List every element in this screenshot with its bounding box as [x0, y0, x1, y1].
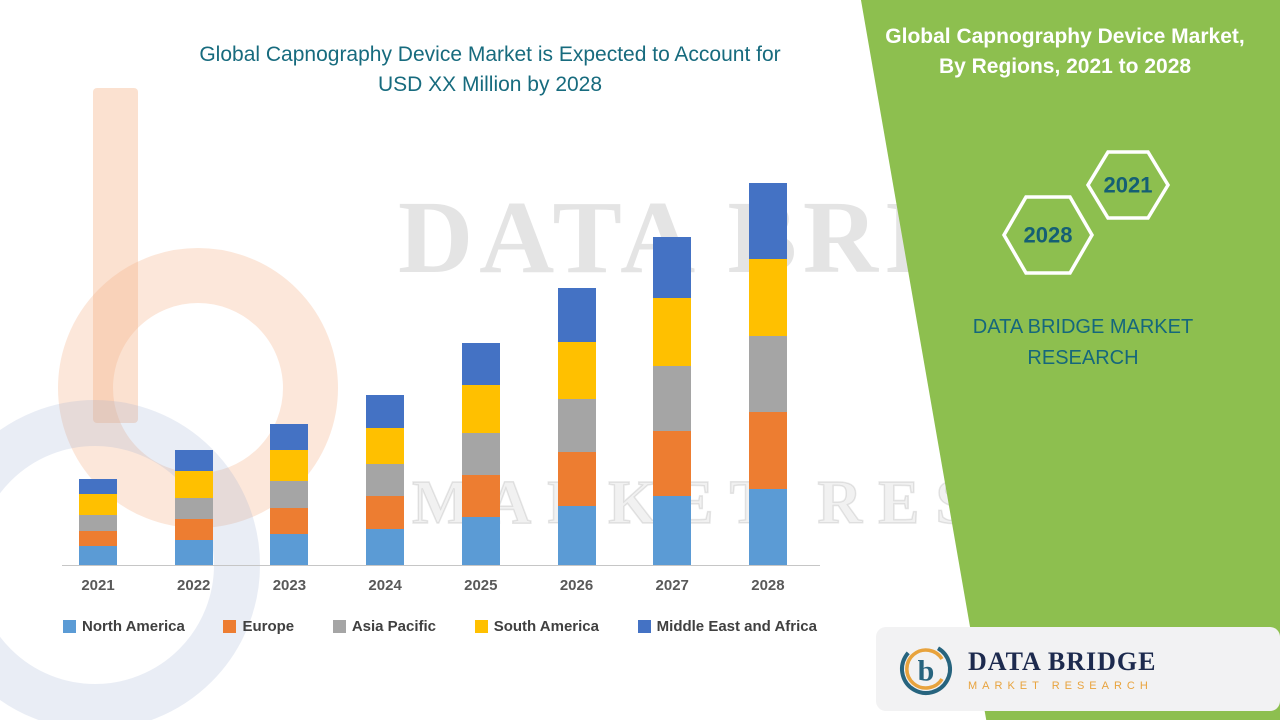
legend-item-middle-east-and-africa: Middle East and Africa — [637, 618, 817, 635]
bar-segment-europe-2025 — [461, 475, 500, 518]
bar-segment-north-america-2027 — [653, 496, 692, 565]
x-label-2026: 2026 — [559, 577, 594, 594]
bar-segment-south-america-2025 — [461, 385, 500, 434]
bar-segment-middle-east-and-africa-2026 — [557, 288, 596, 342]
chart-title-line-1: Global Capnography Device Market is Expe… — [199, 43, 781, 66]
legend-label-south-america: South America — [493, 618, 599, 635]
right-panel: Global Capnography Device Market, By Reg… — [860, 0, 1280, 720]
hexagon-2028-icon — [1001, 195, 1095, 275]
bar-segment-south-america-2023 — [270, 450, 309, 481]
bar-2027 — [653, 236, 692, 565]
legend-swatch-south-america — [474, 620, 488, 633]
right-panel-title-line-1: Global Capnography Device Market, — [885, 25, 1245, 48]
legend-swatch-asia-pacific — [332, 620, 346, 633]
bar-segment-south-america-2021 — [79, 494, 117, 516]
x-label-2027: 2027 — [655, 577, 689, 594]
bar-segment-north-america-2021 — [79, 545, 117, 565]
svg-text:b: b — [918, 655, 935, 688]
legend-item-europe: Europe — [223, 618, 294, 635]
right-panel-title-line-2: By Regions, 2021 to 2028 — [938, 55, 1192, 79]
bar-segment-europe-2023 — [270, 507, 309, 535]
bar-segment-north-america-2025 — [461, 517, 500, 565]
bar-segment-asia-pacific-2025 — [461, 433, 500, 476]
legend-label-middle-east-and-africa: Middle East and Africa — [656, 618, 817, 635]
bar-segment-asia-pacific-2023 — [270, 480, 309, 508]
x-label-2028: 2028 — [751, 577, 785, 594]
bar-segment-south-america-2026 — [557, 341, 596, 399]
chart-title: Global Capnography Device Market is Expe… — [120, 40, 860, 101]
hexagon-2021-label: 2021 — [1104, 173, 1153, 198]
legend-label-asia-pacific: Asia Pacific — [351, 618, 437, 635]
bar-segment-north-america-2022 — [174, 540, 213, 565]
legend: North America Europe Asia Pacific South Ame… — [63, 618, 817, 635]
right-panel-brand-line-2: RESEARCH — [1027, 347, 1139, 369]
hexagon-2028-label: 2028 — [1024, 223, 1073, 248]
bar-segment-asia-pacific-2027 — [653, 366, 692, 432]
logo-name: DATA BRIDGE — [968, 646, 1157, 676]
bar-segment-south-america-2024 — [366, 427, 405, 464]
x-label-2023: 2023 — [272, 577, 307, 594]
hexagon-2021-icon — [1085, 150, 1171, 220]
bar-segment-north-america-2023 — [270, 534, 309, 565]
bar-segment-middle-east-and-africa-2023 — [270, 423, 309, 451]
x-label-2025: 2025 — [464, 577, 498, 594]
bar-segment-middle-east-and-africa-2027 — [653, 236, 692, 298]
bar-2024 — [366, 395, 405, 565]
bar-2026 — [557, 288, 596, 565]
legend-item-asia-pacific: Asia Pacific — [332, 618, 437, 635]
bar-segment-north-america-2024 — [366, 528, 405, 565]
bar-segment-asia-pacific-2022 — [174, 498, 213, 520]
bar-segment-north-america-2028 — [748, 488, 787, 565]
bar-segment-asia-pacific-2024 — [366, 463, 405, 497]
bar-segment-south-america-2027 — [653, 297, 692, 367]
legend-label-north-america: North America — [82, 618, 185, 635]
bar-segment-europe-2021 — [79, 530, 117, 546]
bar-segment-middle-east-and-africa-2021 — [79, 479, 117, 495]
bar-segment-europe-2024 — [366, 496, 405, 529]
bar-segment-middle-east-and-africa-2028 — [748, 183, 787, 260]
bar-segment-europe-2028 — [748, 412, 787, 489]
bar-segment-south-america-2022 — [174, 471, 213, 499]
data-bridge-logo-icon: b — [900, 643, 952, 695]
bar-segment-north-america-2026 — [557, 505, 596, 565]
bar-2025 — [461, 343, 500, 565]
bar-segment-asia-pacific-2021 — [79, 515, 117, 531]
bar-segment-asia-pacific-2028 — [748, 335, 787, 413]
right-panel-title: Global Capnography Device Market, By Reg… — [878, 22, 1252, 83]
legend-label-europe: Europe — [242, 618, 295, 635]
bar-segment-europe-2026 — [557, 452, 596, 506]
bar-segment-middle-east-and-africa-2024 — [366, 395, 405, 428]
x-axis-line — [62, 565, 820, 566]
bar-2021 — [79, 479, 117, 565]
legend-item-south-america: South America — [474, 618, 599, 635]
chart-title-line-2: USD XX Million by 2028 — [377, 73, 603, 97]
bar-segment-south-america-2028 — [748, 259, 787, 336]
legend-swatch-north-america — [63, 620, 76, 633]
logo-tagline: MARKET RESEARCH — [968, 679, 1153, 692]
bar-2028 — [748, 183, 787, 565]
bar-segment-europe-2027 — [653, 431, 692, 497]
x-label-2024: 2024 — [368, 577, 402, 594]
right-panel-brand-line-1: DATA BRIDGE MARKET — [972, 316, 1194, 338]
legend-item-north-america: North America — [63, 618, 185, 635]
legend-swatch-middle-east-and-africa — [637, 620, 651, 633]
bar-segment-middle-east-and-africa-2022 — [174, 450, 213, 472]
right-panel-brand: DATA BRIDGE MARKET RESEARCH — [918, 312, 1248, 374]
bar-2023 — [270, 423, 309, 565]
logo-text-block: DATA BRIDGE MARKET RESEARCH — [968, 647, 1156, 692]
x-axis-labels: 2021 2022 2023 2024 2025 2026 2027 2028 — [69, 577, 797, 594]
x-label-2022: 2022 — [177, 577, 211, 594]
bar-2022 — [174, 450, 213, 565]
bar-segment-europe-2022 — [174, 519, 213, 541]
logo: b DATA BRIDGE MARKET RESEARCH — [876, 627, 1280, 711]
bar-segment-asia-pacific-2026 — [557, 398, 596, 453]
stacked-bar-plot — [79, 183, 787, 565]
year-hexagons: 2028 2021 — [1001, 150, 1171, 275]
bar-segment-middle-east-and-africa-2025 — [461, 343, 500, 386]
x-label-2021: 2021 — [81, 577, 115, 594]
legend-swatch-europe — [223, 620, 237, 633]
